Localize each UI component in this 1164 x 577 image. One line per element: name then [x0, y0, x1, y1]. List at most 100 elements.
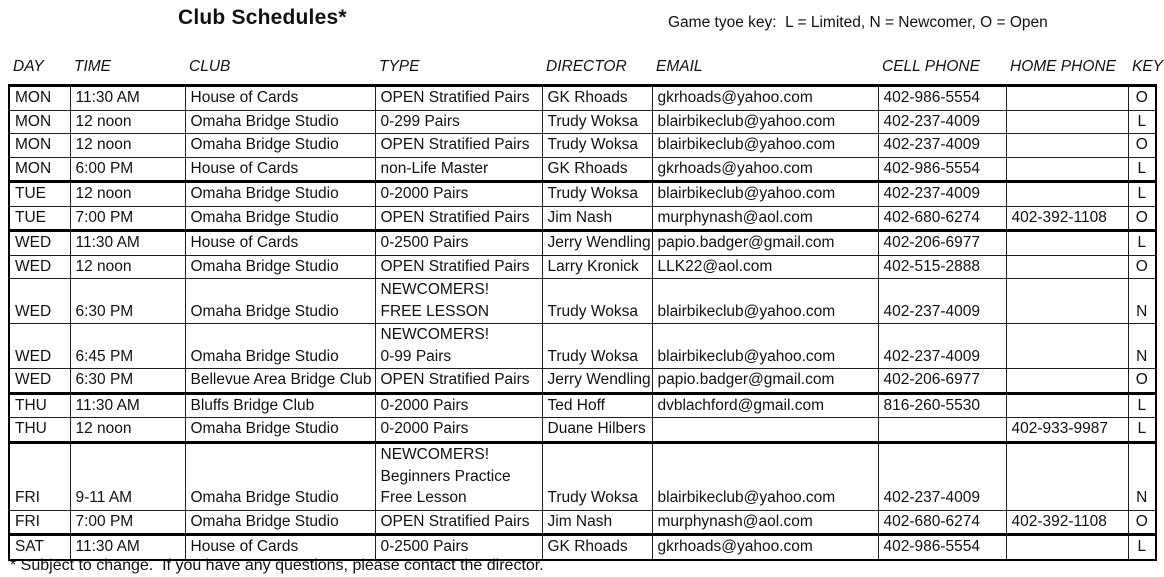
cell-director: Duane Hilbers	[541, 417, 653, 443]
cell-cell-phone: 402-206-6977	[877, 368, 1007, 394]
type-line: 0-2500 Pairs	[380, 538, 469, 555]
cell-key: O	[1127, 205, 1157, 231]
cell-home-phone	[1005, 278, 1129, 324]
type-line: OPEN Stratified Pairs	[380, 512, 530, 530]
cell-key: L	[1127, 109, 1157, 134]
cell-email: gkrhoads@yahoo.com	[651, 533, 879, 560]
cell-time: 6:30 PM	[69, 368, 186, 394]
cell-director: Trudy Woksa	[541, 323, 653, 369]
cell-time: 6:45 PM	[69, 323, 186, 369]
cell-cell-phone: 402-237-4009	[877, 180, 1007, 207]
table-row: TUE 12 noon Omaha Bridge Studio 0-2000 Pair…	[8, 180, 1157, 207]
cell-key: O	[1127, 368, 1157, 394]
page-title: Club Schedules*	[178, 6, 347, 29]
col-header-key: KEY	[1132, 58, 1164, 75]
cell-type: 0-2500 Pairs	[374, 229, 543, 256]
cell-time: 11:30 AM	[69, 533, 186, 560]
cell-type: OPEN Stratified Pairs	[374, 84, 543, 111]
cell-director: Trudy Woksa	[541, 440, 653, 511]
cell-club: Omaha Bridge Studio	[184, 180, 376, 207]
cell-time: 9-11 AM	[69, 440, 186, 511]
table-row: FRI 7:00 PM Omaha Bridge Studio OPEN Strati…	[8, 509, 1157, 535]
cell-email: blairbikeclub@yahoo.com	[651, 278, 879, 324]
cell-cell-phone: 402-237-4009	[877, 109, 1007, 134]
cell-home-phone: 402-392-1108	[1005, 509, 1129, 535]
cell-home-phone: 402-933-9987	[1005, 417, 1129, 443]
type-line: OPEN Stratified Pairs	[380, 257, 530, 275]
cell-director: GK Rhoads	[541, 156, 653, 182]
cell-director: Jerry Wendling	[541, 368, 653, 394]
cell-email: blairbikeclub@yahoo.com	[651, 180, 879, 207]
cell-key: L	[1127, 417, 1157, 443]
table-row: WED 6:30 PM Omaha Bridge Studio NEWCOMERS! F…	[8, 278, 1157, 324]
cell-day: MON	[8, 84, 71, 111]
table-row: SAT 11:30 AM House of Cards 0-2500 Pairs GK …	[8, 533, 1157, 560]
table-row: WED 12 noon Omaha Bridge Studio OPEN Strati…	[8, 254, 1157, 279]
cell-cell-phone: 402-237-4009	[877, 133, 1007, 158]
cell-home-phone	[1005, 156, 1129, 182]
cell-club: House of Cards	[184, 84, 376, 111]
cell-day: MON	[8, 109, 71, 134]
cell-key: N	[1127, 278, 1157, 324]
cell-time: 11:30 AM	[69, 84, 186, 111]
cell-type: OPEN Stratified Pairs	[374, 368, 543, 394]
cell-key: L	[1127, 156, 1157, 182]
cell-time: 11:30 AM	[69, 229, 186, 256]
cell-email: murphynash@aol.com	[651, 509, 879, 535]
cell-day: WED	[8, 254, 71, 279]
type-line: NEWCOMERS!	[380, 446, 490, 463]
type-line: Beginners Practice	[380, 467, 511, 485]
cell-home-phone	[1005, 391, 1129, 418]
cell-day: WED	[8, 229, 71, 256]
cell-email: blairbikeclub@yahoo.com	[651, 133, 879, 158]
table-row: THU 11:30 AM Bluffs Bridge Club 0-2000 Pair…	[8, 391, 1157, 418]
cell-day: SAT	[8, 533, 71, 560]
cell-club: Omaha Bridge Studio	[184, 509, 376, 535]
col-header-home-phone: HOME PHONE	[1010, 58, 1116, 75]
cell-day: THU	[8, 391, 71, 418]
cell-club: Omaha Bridge Studio	[184, 440, 376, 511]
type-line: NEWCOMERS!	[380, 281, 490, 298]
cell-key: N	[1127, 440, 1157, 511]
type-line: 0-2000 Pairs	[380, 420, 469, 437]
cell-cell-phone: 402-206-6977	[877, 229, 1007, 256]
cell-home-phone: 402-392-1108	[1005, 205, 1129, 231]
table-row: MON 11:30 AM House of Cards OPEN Stratified…	[8, 84, 1157, 111]
cell-time: 7:00 PM	[69, 205, 186, 231]
game-type-key-legend: Game tyoe key: L = Limited, N = Newcomer…	[668, 14, 1048, 31]
cell-home-phone	[1005, 109, 1129, 134]
cell-day: TUE	[8, 205, 71, 231]
cell-club: House of Cards	[184, 533, 376, 560]
cell-type: 0-2000 Pairs	[374, 180, 543, 207]
cell-type: 0-2000 Pairs	[374, 417, 543, 443]
cell-email: gkrhoads@yahoo.com	[651, 84, 879, 111]
cell-time: 11:30 AM	[69, 391, 186, 418]
cell-cell-phone: 402-237-4009	[877, 278, 1007, 324]
cell-club: Omaha Bridge Studio	[184, 109, 376, 134]
cell-club: House of Cards	[184, 229, 376, 256]
table-row: THU 12 noon Omaha Bridge Studio 0-2000 Pair…	[8, 417, 1157, 443]
cell-club: Omaha Bridge Studio	[184, 254, 376, 279]
cell-day: THU	[8, 417, 71, 443]
cell-club: Omaha Bridge Studio	[184, 278, 376, 324]
type-line: FREE LESSON	[380, 302, 490, 320]
cell-club: Bellevue Area Bridge Club	[184, 368, 376, 394]
cell-home-phone	[1005, 323, 1129, 369]
cell-time: 12 noon	[69, 417, 186, 443]
col-header-email: EMAIL	[656, 58, 703, 75]
cell-director: GK Rhoads	[541, 533, 653, 560]
cell-type: NEWCOMERS! 0-99 Pairs	[374, 323, 543, 369]
cell-key: L	[1127, 229, 1157, 256]
cell-day: WED	[8, 278, 71, 324]
schedule-table: MON 11:30 AM House of Cards OPEN Stratified…	[8, 84, 1157, 561]
cell-home-phone	[1005, 180, 1129, 207]
cell-home-phone	[1005, 84, 1129, 111]
type-line: OPEN Stratified Pairs	[380, 371, 530, 388]
cell-director: Jim Nash	[541, 509, 653, 535]
table-row: MON 12 noon Omaha Bridge Studio 0-299 Pairs…	[8, 109, 1157, 134]
type-line: 0-99 Pairs	[380, 347, 452, 365]
table-row: MON 12 noon Omaha Bridge Studio OPEN Strati…	[8, 133, 1157, 158]
table-row: WED 11:30 AM House of Cards 0-2500 Pairs Jer…	[8, 229, 1157, 256]
type-line: 0-2000 Pairs	[380, 396, 469, 414]
col-header-time: TIME	[74, 58, 112, 75]
